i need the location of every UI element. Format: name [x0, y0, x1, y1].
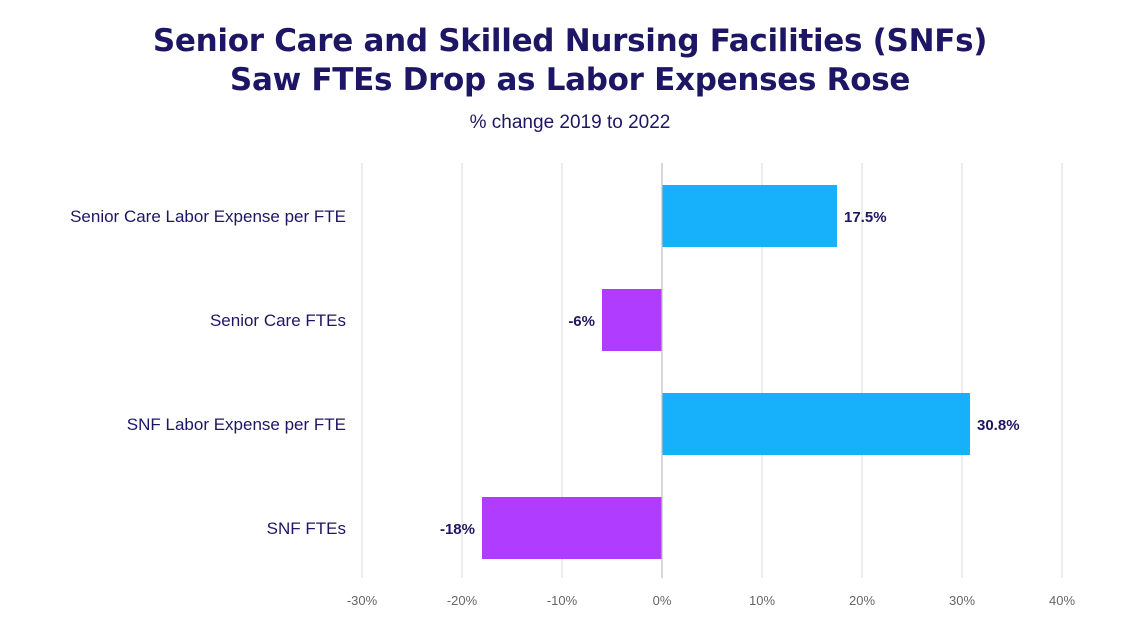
- x-tick-label: -20%: [447, 593, 478, 608]
- data-label: 17.5%: [844, 209, 887, 226]
- category-label: SNF FTEs: [267, 519, 346, 538]
- labels: -30% -20% -10% 0% 10% 20% 30% 40% Senior Care La…: [70, 207, 1075, 608]
- data-label: -18%: [440, 521, 475, 538]
- category-label: Senior Care FTEs: [210, 311, 346, 330]
- chart-title-line-1: Senior Care and Skilled Nursing Faciliti…: [152, 23, 988, 59]
- bar: [602, 289, 662, 351]
- x-tick-label: 30%: [949, 593, 975, 608]
- x-tick-label: 20%: [849, 593, 875, 608]
- bars: [482, 185, 970, 559]
- chart-title: Senior Care and Skilled Nursing Faciliti…: [0, 22, 1140, 100]
- x-tick-label: 40%: [1049, 593, 1075, 608]
- category-label: SNF Labor Expense per FTE: [127, 415, 346, 434]
- category-label: Senior Care Labor Expense per FTE: [70, 207, 346, 226]
- chart-subtitle: % change 2019 to 2022: [469, 112, 671, 133]
- x-tick-label: -30%: [347, 593, 378, 608]
- bar: [662, 185, 837, 247]
- bar: [482, 497, 662, 559]
- x-tick-label: -10%: [547, 593, 578, 608]
- bar: [662, 393, 970, 455]
- data-label: -6%: [568, 313, 595, 330]
- data-label: 30.8%: [977, 417, 1020, 434]
- chart-title-line-2: Saw FTEs Drop as Labor Expenses Rose: [229, 62, 911, 98]
- x-tick-label: 0%: [653, 593, 672, 608]
- x-tick-label: 10%: [749, 593, 775, 608]
- gridlines: [361, 163, 1063, 578]
